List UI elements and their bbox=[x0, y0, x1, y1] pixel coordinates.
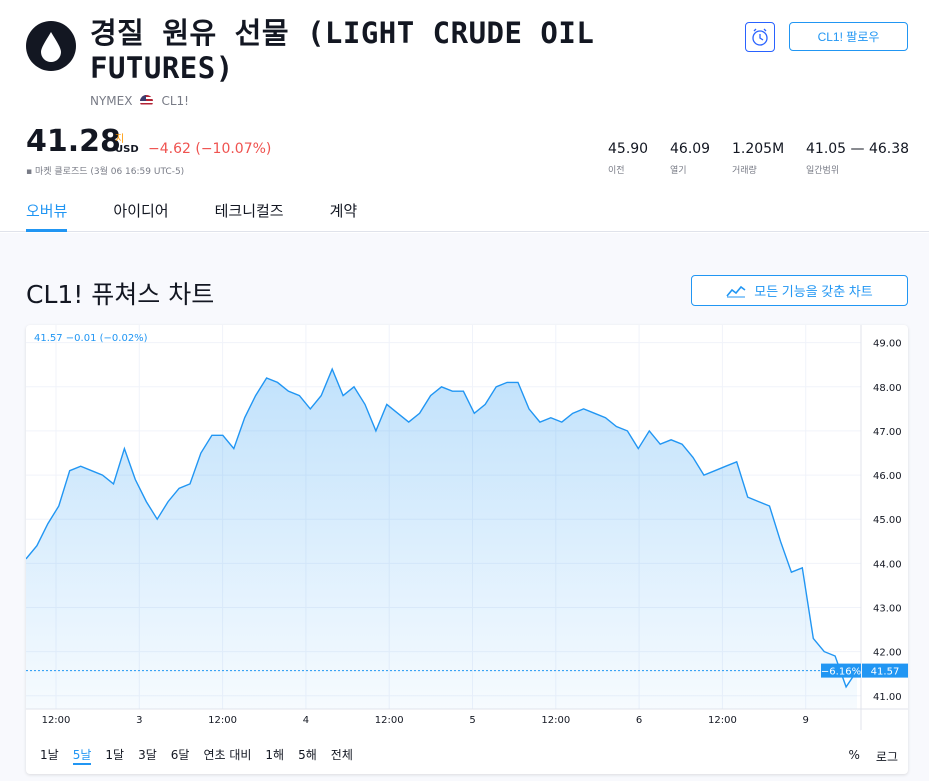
y-tick-label: 49.00 bbox=[873, 339, 902, 350]
chart-card: 49.00 48.00 47.00 46.00 45.00 44.00 43.00 42.00… bbox=[26, 325, 908, 774]
log-scale-button[interactable]: 로그 bbox=[875, 750, 898, 764]
x-tick-label: 4 bbox=[303, 715, 309, 726]
x-tick-label: 12:00 bbox=[541, 715, 570, 726]
chart-section-title: CL1! 퓨쳐스 차트 bbox=[26, 280, 215, 309]
last-price: 41.28 bbox=[26, 124, 121, 159]
x-tick-label: 12:00 bbox=[375, 715, 404, 726]
last-change-label-bg bbox=[821, 663, 861, 678]
scale-options: % 로그 bbox=[849, 748, 899, 765]
oil-drop-icon bbox=[26, 21, 76, 71]
range-1d[interactable]: 1날 bbox=[40, 748, 59, 762]
x-tick-label: 12:00 bbox=[42, 715, 71, 726]
y-tick-label: 48.00 bbox=[873, 383, 902, 394]
x-tick-label: 6 bbox=[636, 715, 642, 726]
last-change-label: −6.16% bbox=[821, 667, 861, 678]
range-1m[interactable]: 1달 bbox=[105, 748, 125, 762]
market-status: ▪ 마켓 클로즈드 (3월 06 16:59 UTC-5) bbox=[26, 167, 185, 177]
y-tick-label: 44.00 bbox=[873, 559, 902, 570]
alarm-clock-icon bbox=[752, 28, 768, 46]
range-5y[interactable]: 5해 bbox=[298, 748, 317, 762]
exchange-info: NYMEX CL1! bbox=[90, 94, 189, 108]
y-tick-label: 45.00 bbox=[873, 515, 902, 526]
stat-value: 41.05 — 46.38 bbox=[806, 141, 910, 157]
x-tick-label: 9 bbox=[803, 715, 809, 726]
symbol-header: 경질 원유 선물 (LIGHT CRUDE OIL FUTURES) NYMEX… bbox=[0, 0, 929, 232]
stat-label: 일간범위 bbox=[806, 166, 840, 176]
follow-button[interactable]: CL1! 팔로우 bbox=[789, 22, 908, 51]
percent-scale-button[interactable]: % bbox=[848, 748, 860, 762]
stat-day-range: 41.05 — 46.38 일간범위 bbox=[806, 141, 909, 176]
y-tick-label: 42.00 bbox=[873, 648, 902, 659]
range-selector: 1날 5날 1달 3달 6달 연초 대비 1해 5해 전체 bbox=[40, 746, 367, 765]
currency: USD bbox=[115, 144, 139, 155]
y-tick-label: 47.00 bbox=[873, 427, 902, 438]
price-line bbox=[26, 367, 858, 689]
x-tick-label: 5 bbox=[469, 715, 475, 726]
tab-contracts[interactable]: 계약 bbox=[329, 202, 358, 220]
range-all[interactable]: 전체 bbox=[330, 748, 353, 762]
stat-value: 1.205M bbox=[732, 141, 785, 157]
range-3m[interactable]: 3달 bbox=[138, 748, 157, 762]
y-tick-label: 43.00 bbox=[873, 603, 902, 614]
instrument-title: 경질 원유 선물 (LIGHT CRUDE OIL FUTURES) bbox=[90, 16, 595, 85]
us-flag-icon bbox=[140, 94, 154, 108]
range-5d[interactable]: 5날 bbox=[72, 746, 92, 765]
stat-volume: 1.205M 거래량 bbox=[732, 141, 784, 176]
stat-value: 46.09 bbox=[670, 141, 711, 157]
exchange-name[interactable]: NYMEX bbox=[90, 94, 133, 108]
x-tick-label: 12:00 bbox=[208, 715, 237, 726]
tab-ideas[interactable]: 아이디어 bbox=[113, 202, 169, 220]
chart-legend: 41.57 −0.01 (−0.02%) bbox=[34, 333, 148, 344]
stat-value: 45.90 bbox=[608, 141, 649, 157]
price-chart[interactable]: 49.00 48.00 47.00 46.00 45.00 44.00 43.00 42.00… bbox=[26, 325, 908, 730]
tab-overview[interactable]: 오버뷰 bbox=[26, 200, 68, 232]
stat-label: 이전 bbox=[608, 166, 625, 176]
stat-label: 열기 bbox=[670, 166, 687, 176]
last-price-label: 41.57 bbox=[871, 667, 900, 678]
tab-bar: 오버뷰 아이디어 테크니컬즈 계약 bbox=[26, 200, 403, 232]
price-change: −4.62 (−10.07%) bbox=[148, 141, 272, 157]
alarm-button[interactable] bbox=[745, 22, 775, 52]
x-tick-label: 3 bbox=[136, 715, 142, 726]
stat-prev: 45.90 이전 bbox=[608, 141, 648, 176]
stat-label: 거래량 bbox=[732, 166, 757, 176]
full-chart-label: 모든 기능을 갖춘 차트 bbox=[754, 284, 873, 299]
last-price-label-bg bbox=[862, 663, 908, 678]
full-chart-button[interactable]: 모든 기능을 갖춘 차트 bbox=[691, 275, 908, 306]
x-tick-label: 12:00 bbox=[708, 715, 737, 726]
stat-open: 46.09 열기 bbox=[670, 141, 710, 176]
tab-technicals[interactable]: 테크니컬즈 bbox=[214, 202, 284, 220]
symbol-code: CL1! bbox=[161, 94, 189, 108]
range-ytd[interactable]: 연초 대비 bbox=[203, 748, 252, 762]
y-tick-label: 41.00 bbox=[873, 692, 902, 703]
range-1y[interactable]: 1해 bbox=[265, 748, 285, 762]
range-6m[interactable]: 6달 bbox=[170, 748, 190, 762]
delay-marker: 지 bbox=[115, 134, 125, 145]
chart-icon bbox=[726, 285, 746, 297]
y-tick-label: 46.00 bbox=[873, 471, 902, 482]
price-area bbox=[26, 369, 857, 709]
